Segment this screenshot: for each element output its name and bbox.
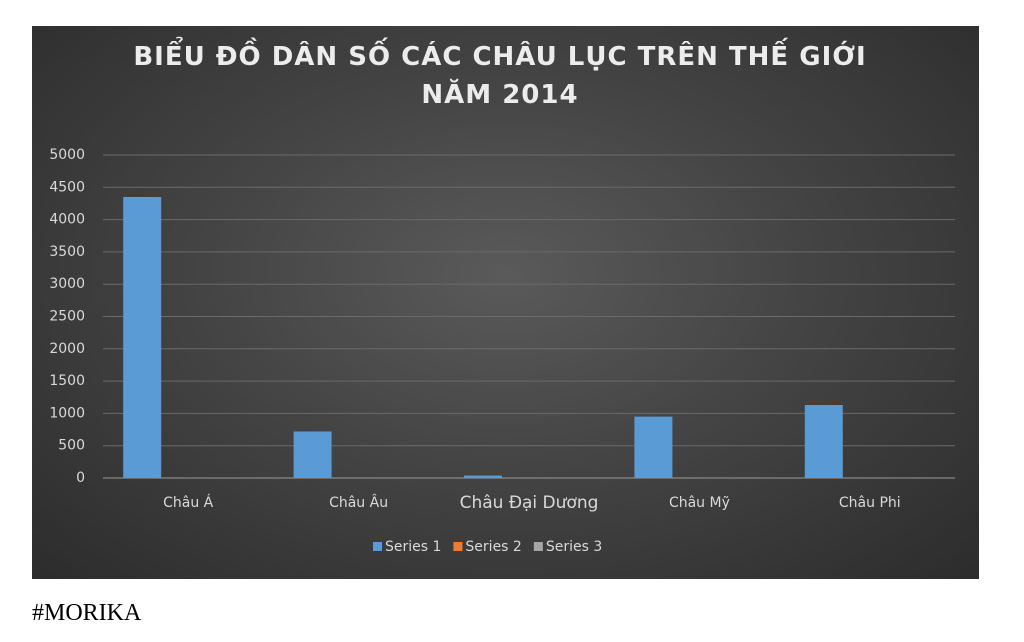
y-tick-label: 1000 — [49, 405, 85, 421]
bar — [464, 475, 502, 478]
y-tick-label: 3500 — [49, 244, 85, 260]
y-tick-label: 4000 — [49, 212, 85, 228]
y-tick-label: 4500 — [49, 179, 85, 195]
legend-swatch — [533, 542, 543, 551]
legend-label: Series 3 — [546, 539, 602, 555]
x-tick-label: Châu Mỹ — [669, 495, 730, 511]
x-tick-label: Châu Đại Dương — [460, 493, 599, 513]
y-tick-label: 500 — [58, 438, 85, 454]
y-tick-label: 2000 — [49, 341, 85, 357]
y-tick-label: 2500 — [49, 309, 85, 325]
y-tick-label: 0 — [76, 470, 85, 486]
legend-label: Series 1 — [385, 539, 441, 555]
chart-area — [32, 26, 979, 579]
x-tick-label: Châu Á — [163, 494, 214, 511]
bar — [293, 431, 332, 478]
caption: #MORIKA — [32, 600, 142, 626]
bar — [634, 416, 673, 478]
legend-label: Series 2 — [465, 539, 521, 555]
y-tick-label: 1500 — [49, 373, 85, 389]
legend-swatch — [373, 542, 382, 551]
bar — [804, 405, 843, 478]
x-tick-label: Châu Phi — [839, 495, 901, 511]
y-tick-label: 5000 — [49, 147, 85, 163]
y-tick-label: 3000 — [49, 276, 85, 292]
legend-swatch — [453, 542, 463, 551]
x-tick-label: Châu Âu — [329, 493, 388, 511]
chart-title: BIỂU ĐỒ DÂN SỐ CÁC CHÂU LỤC TRÊN THẾ GIỚ… — [133, 42, 867, 110]
bar — [123, 196, 162, 479]
